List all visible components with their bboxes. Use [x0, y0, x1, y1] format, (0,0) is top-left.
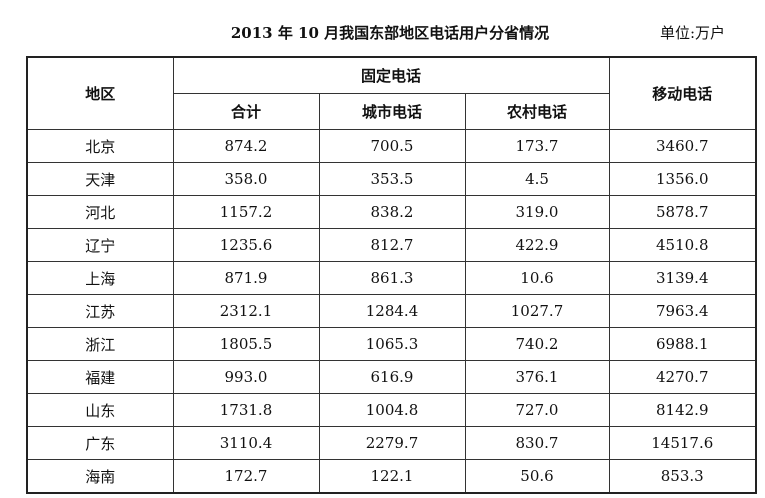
- mobile-cell: 3139.4: [608, 261, 757, 295]
- header-urban: 城市电话: [318, 93, 466, 130]
- region-cell: 海南: [26, 459, 174, 494]
- rural-cell: 422.9: [464, 228, 610, 262]
- urban-cell: 2279.7: [318, 426, 466, 460]
- mobile-cell: 853.3: [608, 459, 757, 494]
- rural-cell: 1027.7: [464, 294, 610, 328]
- mobile-cell: 1356.0: [608, 162, 757, 196]
- urban-cell: 861.3: [318, 261, 466, 295]
- region-cell: 广东: [26, 426, 174, 460]
- table-row: 福建 993.0 616.9 376.1 4270.7: [26, 360, 757, 394]
- total-cell: 2312.1: [172, 294, 320, 328]
- table-row: 上海 871.9 861.3 10.6 3139.4: [26, 261, 757, 295]
- total-cell: 1235.6: [172, 228, 320, 262]
- rural-cell: 740.2: [464, 327, 610, 361]
- rural-cell: 50.6: [464, 459, 610, 494]
- table-row: 广东 3110.4 2279.7 830.7 14517.6: [26, 426, 757, 460]
- mobile-cell: 8142.9: [608, 393, 757, 427]
- urban-cell: 1065.3: [318, 327, 466, 361]
- rural-cell: 727.0: [464, 393, 610, 427]
- table-row: 浙江 1805.5 1065.3 740.2 6988.1: [26, 327, 757, 361]
- table-row: 天津 358.0 353.5 4.5 1356.0: [26, 162, 757, 196]
- rural-cell: 830.7: [464, 426, 610, 460]
- rural-cell: 173.7: [464, 129, 610, 163]
- total-cell: 1157.2: [172, 195, 320, 229]
- unit-label: 单位:万户: [660, 24, 726, 42]
- rural-cell: 376.1: [464, 360, 610, 394]
- header-fixed: 固定电话: [172, 56, 610, 94]
- rural-cell: 10.6: [464, 261, 610, 295]
- mobile-cell: 4270.7: [608, 360, 757, 394]
- region-cell: 江苏: [26, 294, 174, 328]
- rural-cell: 4.5: [464, 162, 610, 196]
- table-row: 江苏 2312.1 1284.4 1027.7 7963.4: [26, 294, 757, 328]
- mobile-cell: 3460.7: [608, 129, 757, 163]
- table-row: 海南 172.7 122.1 50.6 853.3: [26, 459, 757, 494]
- table-row: 山东 1731.8 1004.8 727.0 8142.9: [26, 393, 757, 427]
- total-cell: 3110.4: [172, 426, 320, 460]
- total-cell: 1731.8: [172, 393, 320, 427]
- urban-cell: 122.1: [318, 459, 466, 494]
- mobile-cell: 6988.1: [608, 327, 757, 361]
- mobile-cell: 5878.7: [608, 195, 757, 229]
- region-cell: 天津: [26, 162, 174, 196]
- region-cell: 河北: [26, 195, 174, 229]
- urban-cell: 1004.8: [318, 393, 466, 427]
- region-cell: 辽宁: [26, 228, 174, 262]
- region-cell: 福建: [26, 360, 174, 394]
- mobile-cell: 4510.8: [608, 228, 757, 262]
- table-title: 2013 年 10 月我国东部地区电话用户分省情况: [230, 24, 550, 42]
- header-total: 合计: [172, 93, 320, 130]
- telephone-users-table: 地区 固定电话 移动电话 合计 城市电话 农村电话 北京 874.2 700.5 17…: [26, 56, 757, 494]
- region-cell: 山东: [26, 393, 174, 427]
- header-mobile: 移动电话: [608, 56, 757, 130]
- mobile-cell: 7963.4: [608, 294, 757, 328]
- header-region: 地区: [26, 56, 174, 130]
- table-row: 北京 874.2 700.5 173.7 3460.7: [26, 129, 757, 163]
- region-cell: 上海: [26, 261, 174, 295]
- urban-cell: 1284.4: [318, 294, 466, 328]
- table-row: 河北 1157.2 838.2 319.0 5878.7: [26, 195, 757, 229]
- urban-cell: 353.5: [318, 162, 466, 196]
- urban-cell: 700.5: [318, 129, 466, 163]
- region-cell: 北京: [26, 129, 174, 163]
- urban-cell: 838.2: [318, 195, 466, 229]
- total-cell: 1805.5: [172, 327, 320, 361]
- urban-cell: 616.9: [318, 360, 466, 394]
- table-row: 辽宁 1235.6 812.7 422.9 4510.8: [26, 228, 757, 262]
- urban-cell: 812.7: [318, 228, 466, 262]
- rural-cell: 319.0: [464, 195, 610, 229]
- total-cell: 358.0: [172, 162, 320, 196]
- region-cell: 浙江: [26, 327, 174, 361]
- total-cell: 871.9: [172, 261, 320, 295]
- total-cell: 993.0: [172, 360, 320, 394]
- mobile-cell: 14517.6: [608, 426, 757, 460]
- total-cell: 172.7: [172, 459, 320, 494]
- header-rural: 农村电话: [464, 93, 610, 130]
- total-cell: 874.2: [172, 129, 320, 163]
